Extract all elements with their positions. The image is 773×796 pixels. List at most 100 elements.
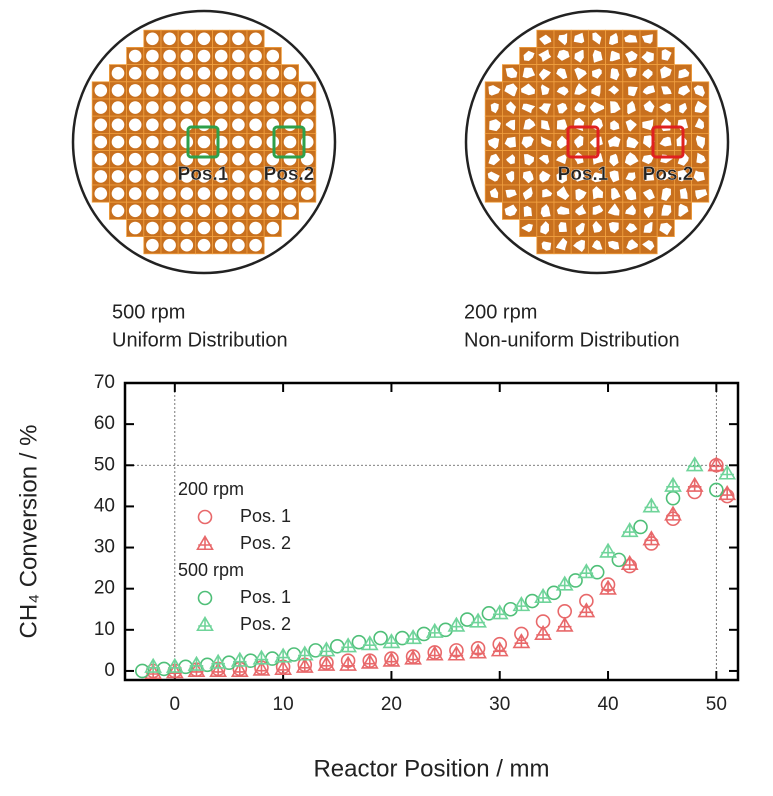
data-point [665,490,681,506]
data-point [274,647,293,663]
particle [128,170,142,183]
data-point [317,641,336,657]
particle [625,223,638,233]
particle [624,187,637,201]
x-tick-label: 50 [706,694,727,715]
data-point [620,554,639,571]
particle [521,83,535,96]
legend-marker [197,509,213,525]
particle [111,187,125,200]
particle [661,204,672,216]
particle [266,204,280,218]
particle [641,51,654,64]
distribution-diagram: Pos.1 Pos.2 [71,9,337,275]
data-point [599,542,617,558]
particle [128,49,142,63]
legend-label: Pos. 2 [240,533,291,553]
particle [266,101,280,114]
data-point [546,585,562,601]
particle [146,152,159,166]
particle [128,118,142,132]
particle [128,152,142,166]
particle [487,171,500,182]
particle [214,32,228,46]
particle [625,50,638,63]
particle [197,66,211,80]
particle [557,49,570,61]
y-tick-label: 70 [94,372,115,393]
particle [94,187,108,200]
particle [214,84,228,97]
particle [592,186,604,200]
particle [111,101,125,114]
particle [283,170,297,183]
data-point [534,587,552,603]
data-point [274,659,293,675]
particle [163,118,176,132]
particle [232,118,245,132]
particle [541,120,550,131]
particle [214,101,228,114]
particle [146,118,159,132]
particle [232,66,245,80]
particle [628,86,638,97]
data-point [611,552,627,568]
legend-marker [196,534,214,551]
data-point [490,604,509,620]
particle [163,101,176,114]
position-box [272,125,306,159]
particle [542,188,553,198]
particle [111,204,125,218]
particle [197,238,211,252]
particle [641,154,654,165]
particle [573,32,585,44]
particle [505,119,516,131]
particle [146,221,159,235]
particle [609,153,619,167]
data-point [209,653,228,669]
particle [490,102,499,114]
particle [659,222,672,236]
particle [626,136,639,149]
particle [146,101,159,114]
particle [197,49,211,63]
y-tick-label: 40 [94,495,115,516]
particle [539,34,552,45]
particle [197,204,211,218]
particle [128,187,142,200]
particle [627,100,636,115]
particle [504,83,518,97]
particle [678,203,689,217]
particle [592,68,602,79]
particle [111,152,125,166]
particle [266,66,280,80]
data-point [599,579,617,595]
particle [592,205,604,215]
particle [642,188,655,201]
particle [266,221,280,235]
particle [128,221,142,235]
particle [505,67,518,79]
particle [505,189,517,198]
particle [695,135,706,149]
particle [574,102,586,113]
particle [180,84,194,97]
particle [539,170,551,183]
data-point [373,630,388,646]
particle [232,170,245,183]
particle [540,84,550,96]
particle [556,86,569,96]
particle [610,68,620,81]
particle [146,204,159,218]
particle [642,240,655,251]
data-point [490,641,509,657]
particle [197,170,211,183]
position-label: Pos.1 [558,164,609,185]
data-point [503,601,518,617]
particle [556,206,570,215]
particle [283,204,297,218]
position-box [651,125,685,159]
position-box [186,125,220,159]
particle [180,221,194,235]
